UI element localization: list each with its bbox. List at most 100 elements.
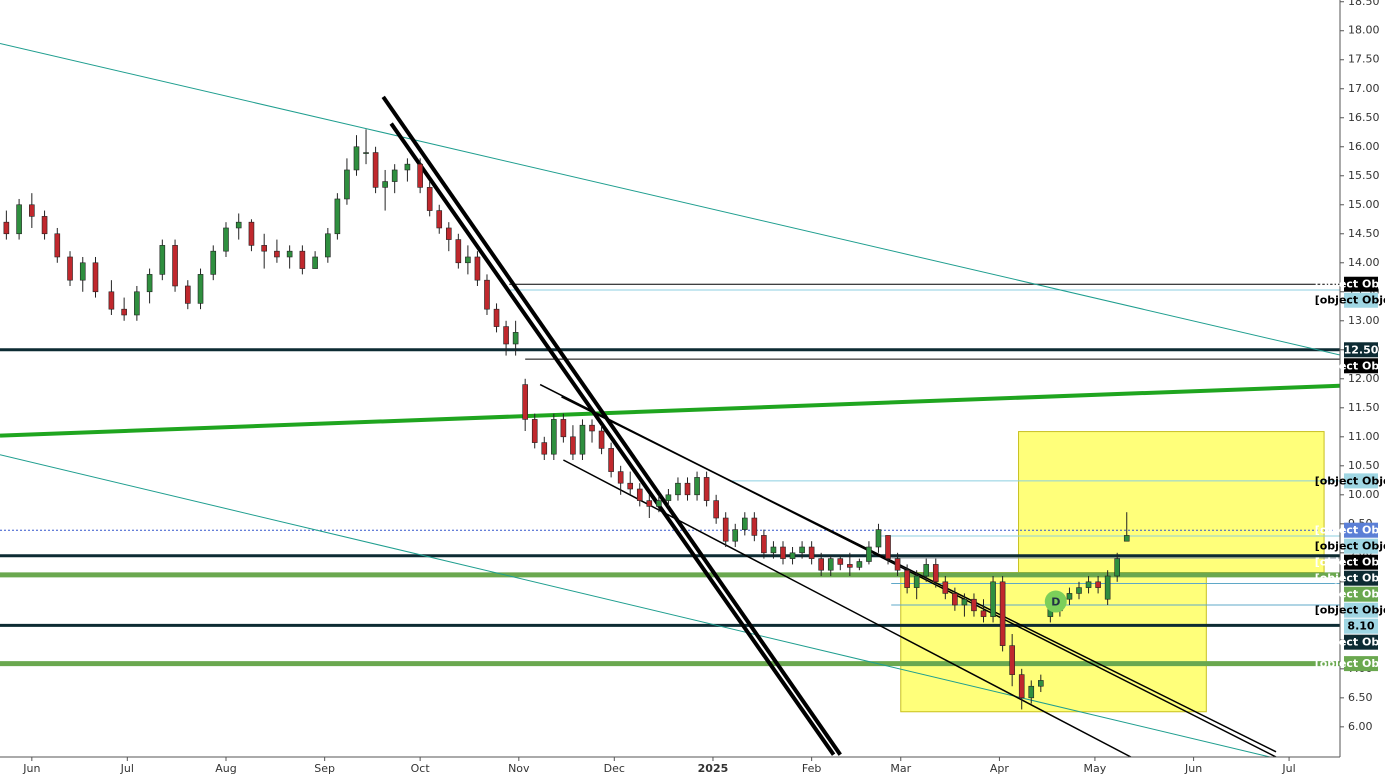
candle-body [789,552,796,559]
candle-body [1066,593,1073,600]
x-tick-label: Jul [1281,762,1295,775]
y-tick-label: 18.00 [1348,24,1380,37]
trend-line [0,454,1271,757]
candle-body [847,564,853,568]
candle-body [952,593,958,606]
candle-body [1009,645,1015,675]
y-tick-label: 11.00 [1348,430,1380,443]
candle-body [426,187,433,211]
candle-body [904,569,910,588]
price-label-bg [1344,538,1378,554]
candle-body [980,610,987,617]
y-tick-label: 10.00 [1348,488,1380,501]
candle-body [923,564,930,577]
candle-body [1114,558,1120,577]
candle-body [474,256,481,281]
price-label-bg [1344,586,1378,602]
candle-body [999,581,1006,646]
candle-body [1028,685,1035,699]
y-tick-label: 13.00 [1348,314,1380,327]
candle-body [67,256,73,281]
x-tick-label: Mar [890,762,911,775]
price-label: [object Object] [1315,524,1385,537]
candle-body [732,529,739,542]
candle-body [159,245,166,275]
price-label-bg [1344,473,1378,489]
price-label: [object Object] [1315,540,1385,553]
x-tick-label: Feb [802,762,821,775]
price-label-bg [1344,276,1378,292]
candle-body [363,152,369,154]
y-tick-label: 10.50 [1348,459,1380,472]
candle-body [875,529,882,548]
candle-body [274,250,280,258]
axis-bg-bottom [0,757,1385,777]
y-tick-label: 17.00 [1348,82,1380,95]
candle-body [1095,581,1101,588]
candle-body [1038,680,1044,687]
price-label-bg [1344,656,1378,672]
candle-body [484,279,490,310]
y-tick-label: 12.00 [1348,372,1380,385]
price-label: [object Object] [1315,588,1385,601]
candle-body [990,581,996,617]
candle-body [184,285,191,304]
y-tick-label: 16.00 [1348,140,1380,153]
trend-line [0,383,1340,438]
candle-body [146,274,153,293]
candle-body [627,482,634,490]
candle-body [808,546,815,559]
candle-body [417,163,423,188]
y-tick-label: 6.50 [1348,691,1373,704]
candle-body [837,558,844,565]
candle-body [971,598,977,612]
candle-body [885,535,891,559]
candle-body [932,564,939,583]
y-tick-label: 18.50 [1348,0,1380,8]
x-tick-label: Jun [22,762,40,775]
candle-body [465,256,471,264]
candle-body [54,233,61,258]
candle-body [656,500,662,507]
candle-body [751,517,758,536]
candle-body [41,216,48,235]
candle-body [589,424,595,432]
candle-body [445,227,452,240]
candle-body [455,239,462,264]
candle-body [598,430,605,449]
candle-body [942,581,949,594]
trend-line [563,459,1132,757]
candle-body [503,326,509,345]
x-tick-label: Apr [990,762,1010,775]
candle-body [79,262,86,281]
candle-body [493,308,500,327]
candle-body [827,558,834,571]
x-tick-label: 2025 [698,762,729,775]
candle-body [665,494,672,501]
candle-body [551,419,557,455]
candle-body [235,221,242,229]
candle-body [617,471,624,484]
x-tick-label: Oct [411,762,431,775]
y-tick-label: 14.00 [1348,256,1380,269]
trend-line [561,396,1277,753]
price-label: [object Object] [1315,359,1385,372]
candle-body [856,561,863,568]
candle-body [780,546,786,559]
candle-body [108,291,115,310]
candle-body [436,210,443,229]
candle-body [541,442,548,455]
candle-body [334,198,341,235]
candle-body [608,448,614,472]
candle-body [531,419,538,443]
candle-body [894,558,901,571]
candle-body [325,233,331,258]
price-label-bg [1344,522,1378,538]
marker-label: D [1051,596,1060,609]
candle-body [391,169,398,182]
candle-body [1123,535,1130,542]
candle-body [121,308,127,316]
price-label: [object Object] [1315,604,1385,617]
candle-body [3,221,10,235]
